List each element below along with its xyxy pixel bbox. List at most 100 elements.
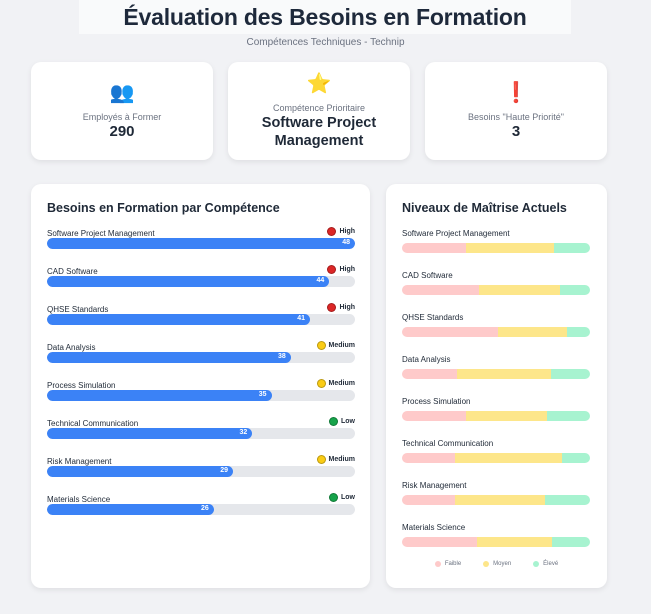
stat-value: 290 xyxy=(109,123,135,140)
star-icon: ⭐ xyxy=(306,72,332,95)
progress-track: 35 xyxy=(47,390,355,401)
needs-row: Materials Science Low 26 xyxy=(47,493,355,525)
needs-row: QHSE Standards High 41 xyxy=(47,303,355,335)
priority-label: High xyxy=(339,228,355,235)
progress-track: 48 xyxy=(47,238,355,249)
mastery-stacked-bar xyxy=(402,411,590,421)
progress-fill: 32 xyxy=(47,428,253,439)
skill-name: Materials Science xyxy=(47,495,111,504)
mastery-segment-faible xyxy=(402,243,466,253)
skill-name: Data Analysis xyxy=(402,355,451,364)
skill-name: Software Project Management xyxy=(402,229,510,238)
skill-name: QHSE Standards xyxy=(47,305,109,314)
priority-label: High xyxy=(339,304,355,311)
progress-track: 38 xyxy=(47,352,355,363)
mastery-segment-faible xyxy=(402,453,455,463)
mastery-segment-faible xyxy=(402,285,480,295)
mastery-segment-faible xyxy=(402,495,455,505)
priority-label: Medium xyxy=(328,380,355,387)
legend-item-faible: Faible xyxy=(434,561,461,567)
page-subtitle: Compétences Techniques - Technip xyxy=(246,37,405,48)
mastery-segment-moyen xyxy=(454,453,562,463)
progress-track: 44 xyxy=(47,276,355,287)
people-icon: 👥 xyxy=(109,82,135,104)
progress-fill: 44 xyxy=(47,276,330,287)
needs-row: Data Analysis Medium 38 xyxy=(47,341,355,373)
stat-label: Employés à Former xyxy=(82,112,162,122)
progress-fill: 48 xyxy=(47,238,355,249)
stat-card-priority-skill: ⭐ Compétence Prioritaire Software Projec… xyxy=(228,62,410,160)
mastery-segment-moyen xyxy=(497,327,568,337)
mastery-segment-moyen xyxy=(477,537,553,547)
mastery-segment-moyen xyxy=(454,495,545,505)
priority-badge: Medium xyxy=(316,379,355,388)
progress-track: 32 xyxy=(47,428,355,439)
mastery-row: Risk Management xyxy=(402,481,590,511)
mastery-row: Technical Communication xyxy=(402,439,590,469)
priority-label: Low xyxy=(341,494,355,501)
priority-badge: Medium xyxy=(316,341,355,350)
skill-name: Technical Communication xyxy=(47,419,139,428)
priority-badge: High xyxy=(327,227,355,236)
priority-dot-icon xyxy=(327,265,337,274)
progress-value: 32 xyxy=(239,429,248,436)
mastery-segment-faible xyxy=(402,537,478,547)
skill-name: Process Simulation xyxy=(47,381,116,390)
priority-dot-icon xyxy=(329,493,338,502)
priority-badge: Medium xyxy=(316,455,355,464)
progress-value: 29 xyxy=(220,467,229,474)
skill-name: Data Analysis xyxy=(47,343,96,352)
priority-label: High xyxy=(339,266,355,273)
stat-label: Besoins "Haute Priorité" xyxy=(468,112,564,122)
needs-row: Software Project Management High 48 xyxy=(47,227,355,259)
progress-fill: 35 xyxy=(47,390,272,401)
mastery-segment-moyen xyxy=(465,411,547,421)
skill-name: QHSE Standards xyxy=(402,313,464,322)
skill-name: CAD Software xyxy=(47,267,98,276)
mastery-row: QHSE Standards xyxy=(402,313,590,343)
priority-dot-icon xyxy=(316,379,326,388)
legend-item-moyen: Moyen xyxy=(483,561,511,567)
priority-badge: Low xyxy=(329,417,355,426)
skill-name: Materials Science xyxy=(402,523,466,532)
mastery-segment-moyen xyxy=(465,243,555,253)
mastery-segment-moyen xyxy=(479,285,560,295)
mastery-panel-title: Niveaux de Maîtrise Actuels xyxy=(402,201,567,215)
skill-name: Risk Management xyxy=(47,457,112,466)
priority-badge: High xyxy=(327,265,355,274)
progress-track: 41 xyxy=(47,314,355,325)
progress-fill: 26 xyxy=(47,504,214,515)
mastery-stacked-bar xyxy=(402,453,590,463)
priority-badge: High xyxy=(327,303,355,312)
skill-name: Process Simulation xyxy=(402,397,471,406)
progress-value: 26 xyxy=(201,505,209,512)
priority-dot-icon xyxy=(316,341,326,350)
mastery-segment-eleve xyxy=(546,411,590,421)
needs-panel: Besoins en Formation par Compétence Soft… xyxy=(31,184,370,588)
priority-dot-icon xyxy=(327,227,337,236)
stat-card-employees: 👥 Employés à Former 290 xyxy=(31,62,213,160)
exclamation-icon: ❗ xyxy=(503,82,529,104)
progress-fill: 41 xyxy=(47,314,311,325)
progress-value: 44 xyxy=(316,277,325,284)
mastery-segment-eleve xyxy=(561,453,590,463)
mastery-segment-faible xyxy=(402,327,498,337)
mastery-segment-faible xyxy=(402,411,466,421)
priority-label: Medium xyxy=(328,342,355,349)
priority-dot-icon xyxy=(329,417,338,426)
legend-swatch xyxy=(434,561,441,567)
stat-label: Compétence Prioritaire xyxy=(272,102,366,113)
needs-panel-title: Besoins en Formation par Compétence xyxy=(47,201,280,215)
mastery-row: Process Simulation xyxy=(402,397,590,427)
priority-dot-icon xyxy=(327,303,337,312)
mastery-segment-eleve xyxy=(550,369,590,379)
mastery-panel: Niveaux de Maîtrise Actuels Faible Moyen… xyxy=(386,184,607,588)
page-title: Évaluation des Besoins en Formation xyxy=(123,4,527,30)
mastery-row: CAD Software xyxy=(402,271,590,301)
skill-name: Risk Management xyxy=(402,481,467,490)
mastery-segment-eleve xyxy=(559,285,590,295)
stat-value: 3 xyxy=(511,123,521,140)
needs-row: Technical Communication Low 32 xyxy=(47,417,355,449)
mastery-stacked-bar xyxy=(402,285,590,295)
progress-value: 38 xyxy=(278,353,286,360)
